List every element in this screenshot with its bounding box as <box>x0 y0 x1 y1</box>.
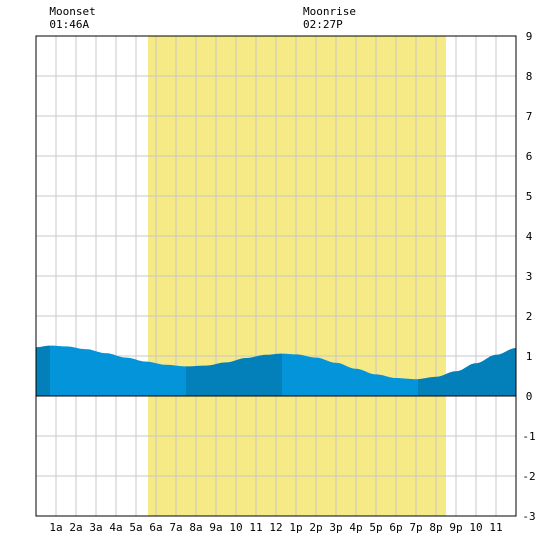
x-tick-label: 1p <box>289 521 302 534</box>
y-tick-label: 8 <box>526 70 533 83</box>
x-tick-label: 8a <box>189 521 202 534</box>
y-tick-label: 4 <box>526 230 533 243</box>
moon-event-label: Moonset <box>49 5 95 18</box>
moon-event-time: 01:46A <box>49 18 89 31</box>
moon-event-time: 02:27P <box>303 18 343 31</box>
x-tick-label: 11 <box>489 521 502 534</box>
x-tick-label: 6a <box>149 521 162 534</box>
grid-layer <box>36 35 516 517</box>
y-tick-label: 2 <box>526 310 533 323</box>
y-tick-label: 6 <box>526 150 533 163</box>
x-tick-label: 9a <box>209 521 222 534</box>
x-tick-label: 4p <box>349 521 362 534</box>
tide-area-layer <box>36 345 516 396</box>
tide-area-light <box>282 353 418 396</box>
y-tick-label: 3 <box>526 270 533 283</box>
tide-area-dark <box>418 348 516 396</box>
x-tick-label: 8p <box>429 521 442 534</box>
y-tick-label: 1 <box>526 350 533 363</box>
x-tick-label: 6p <box>389 521 402 534</box>
x-tick-label: 2a <box>69 521 82 534</box>
x-tick-label: 12 <box>269 521 282 534</box>
y-tick-label: -3 <box>522 510 535 523</box>
x-tick-label: 10 <box>469 521 482 534</box>
x-tick-label: 11 <box>249 521 262 534</box>
axis-layer <box>35 35 517 517</box>
x-tick-labels: 1a 2a 3a 4a 5a 6a 7a 8a 9a 10 11 12 1p 2p 3p 4p 5p 6p 7p 8p… <box>49 521 502 534</box>
x-tick-label: 5p <box>369 521 382 534</box>
plot-frame <box>35 35 517 517</box>
x-tick-label: 10 <box>229 521 242 534</box>
y-tick-label: -2 <box>522 470 535 483</box>
y-tick-labels: -3 -2 -1 0 1 2 3 4 5 6 7 8 9 <box>522 30 535 523</box>
x-tick-label: 5a <box>129 521 142 534</box>
tide-area-light <box>50 345 186 396</box>
tide-area-dark <box>36 345 50 396</box>
y-tick-label: 9 <box>526 30 533 43</box>
moon-event-label: Moonrise <box>303 5 356 18</box>
x-tick-label: 9p <box>449 521 462 534</box>
y-tick-label: -1 <box>522 430 535 443</box>
x-tick-label: 4a <box>109 521 122 534</box>
x-tick-label: 7p <box>409 521 422 534</box>
y-tick-label: 7 <box>526 110 533 123</box>
x-tick-label: 2p <box>309 521 322 534</box>
y-tick-label: 0 <box>526 390 533 403</box>
x-tick-label: 3a <box>89 521 102 534</box>
tide-area-dark <box>186 353 282 396</box>
x-tick-label: 1a <box>49 521 62 534</box>
y-tick-label: 5 <box>526 190 533 203</box>
x-tick-label: 7a <box>169 521 182 534</box>
x-tick-label: 3p <box>329 521 342 534</box>
